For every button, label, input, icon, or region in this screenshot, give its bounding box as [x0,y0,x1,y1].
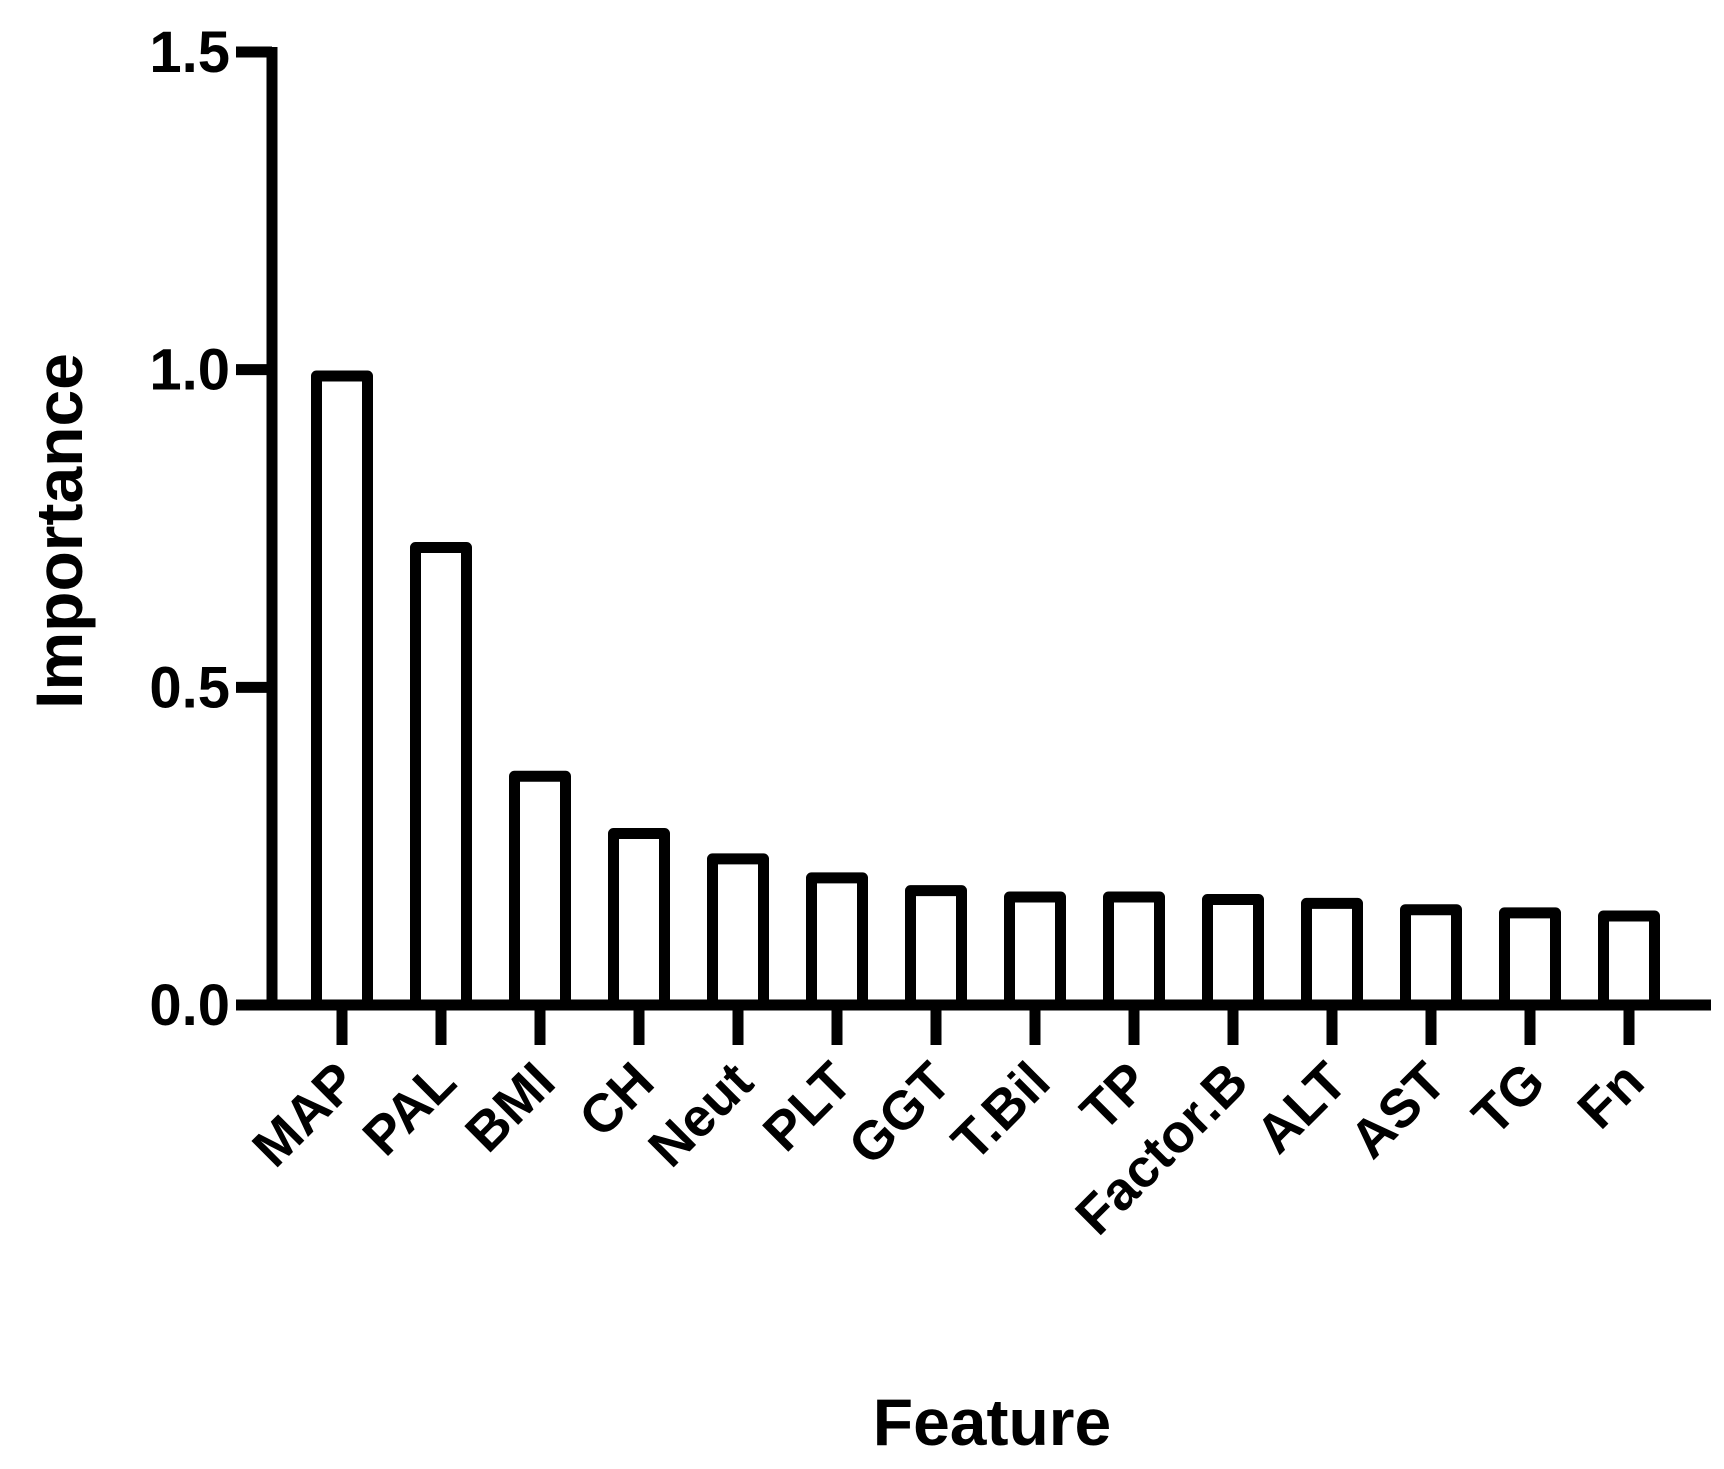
bar [1400,904,1462,1011]
x-tick-label: GGT [837,1051,962,1176]
bar [806,872,868,1011]
x-axis-title: Feature [873,1385,1111,1459]
bar [905,885,967,1011]
y-tick-label: 0.5 [149,655,230,720]
y-tick-label: 0.0 [149,973,230,1038]
x-tick-label: MAP [241,1051,368,1178]
bar [311,370,373,1011]
x-tick-label: Neut [637,1051,764,1178]
y-axis-title: Importance [22,353,96,709]
x-tick-label: AST [1339,1051,1458,1170]
x-tick-label: TG [1461,1051,1556,1146]
y-tick-label: 1.5 [149,20,230,85]
x-tick-label: PAL [352,1051,468,1167]
bar [1499,907,1561,1011]
bar [1202,894,1264,1011]
bar [1301,897,1363,1011]
bar [707,853,769,1011]
bar [410,542,472,1011]
x-tick-label: PLT [752,1051,864,1163]
bar [1103,891,1165,1011]
x-tick-label: ALT [1245,1051,1359,1165]
bar [1598,910,1660,1011]
y-tick-label: 1.0 [149,338,230,403]
bar [608,827,670,1011]
x-tick-label: BMI [454,1051,566,1163]
bar [509,770,571,1011]
x-tick-label: T.Bil [941,1051,1062,1172]
x-tick-label: Fn [1566,1051,1655,1140]
bar [1004,891,1066,1011]
